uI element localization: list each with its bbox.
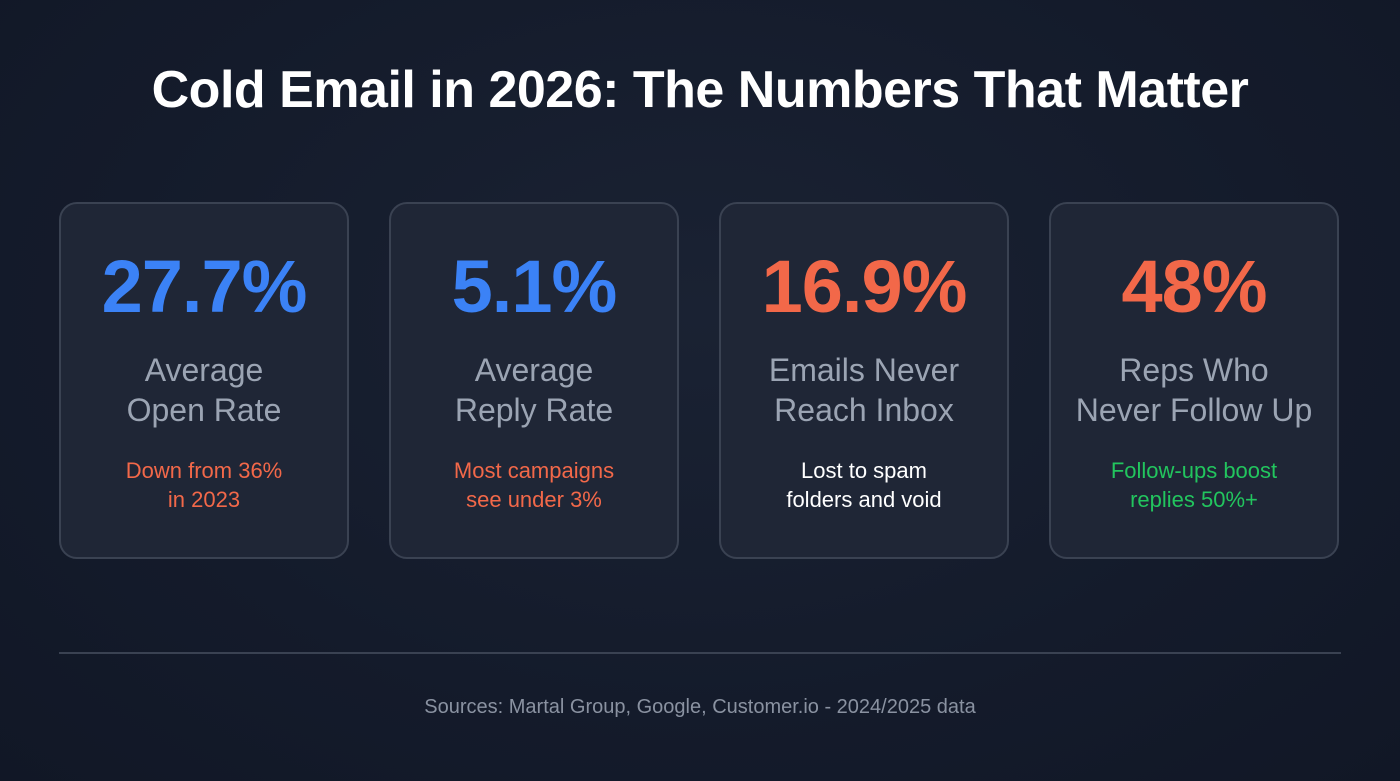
stat-note-line: in 2023 bbox=[167, 487, 241, 512]
stat-value: 27.7% bbox=[101, 245, 308, 328]
stat-note-line: Most campaigns bbox=[453, 458, 615, 483]
stat-label: Emails Never Reach Inbox bbox=[721, 350, 1007, 430]
stat-label-line: Average bbox=[144, 352, 264, 388]
stat-card-open-rate: 27.7% Average Open Rate Down from 36% in 2… bbox=[59, 202, 349, 559]
stat-value: 5.1% bbox=[451, 245, 618, 328]
stat-note: Most campaigns see under 3% bbox=[391, 456, 677, 514]
stat-note: Follow-ups boost replies 50%+ bbox=[1051, 456, 1337, 514]
stat-label-line: Open Rate bbox=[126, 392, 282, 428]
stat-label: Reps Who Never Follow Up bbox=[1051, 350, 1337, 430]
stat-note-line: see under 3% bbox=[466, 487, 602, 512]
stat-label-line: Never Follow Up bbox=[1075, 392, 1313, 428]
stat-note: Down from 36% in 2023 bbox=[61, 456, 347, 514]
stat-note-line: Lost to spam bbox=[801, 458, 927, 483]
stat-note-line: Follow-ups boost bbox=[1110, 458, 1278, 483]
page-title: Cold Email in 2026: The Numbers That Mat… bbox=[151, 61, 1249, 119]
stat-note-line: folders and void bbox=[786, 487, 942, 512]
stat-card-inbox: 16.9% Emails Never Reach Inbox Lost to sp… bbox=[719, 202, 1009, 559]
stat-label-line: Reps Who bbox=[1119, 352, 1269, 388]
stat-value: 16.9% bbox=[761, 245, 968, 328]
stat-value: 48% bbox=[1121, 245, 1267, 328]
stat-label-line: Emails Never bbox=[768, 352, 960, 388]
stat-label-line: Reach Inbox bbox=[774, 392, 954, 428]
stat-card-reply-rate: 5.1% Average Reply Rate Most campaigns see… bbox=[389, 202, 679, 559]
stat-label: Average Reply Rate bbox=[391, 350, 677, 430]
stat-note-line: Down from 36% bbox=[125, 458, 283, 483]
stat-label: Average Open Rate bbox=[61, 350, 347, 430]
stat-note: Lost to spam folders and void bbox=[721, 456, 1007, 514]
stat-label-line: Average bbox=[474, 352, 594, 388]
stat-label-line: Reply Rate bbox=[454, 392, 614, 428]
sources-footnote: Sources: Martal Group, Google, Customer.… bbox=[424, 696, 976, 718]
divider bbox=[59, 652, 1341, 654]
stat-note-line: replies 50%+ bbox=[1130, 487, 1258, 512]
stat-card-follow-up: 48% Reps Who Never Follow Up Follow-ups b… bbox=[1049, 202, 1339, 559]
